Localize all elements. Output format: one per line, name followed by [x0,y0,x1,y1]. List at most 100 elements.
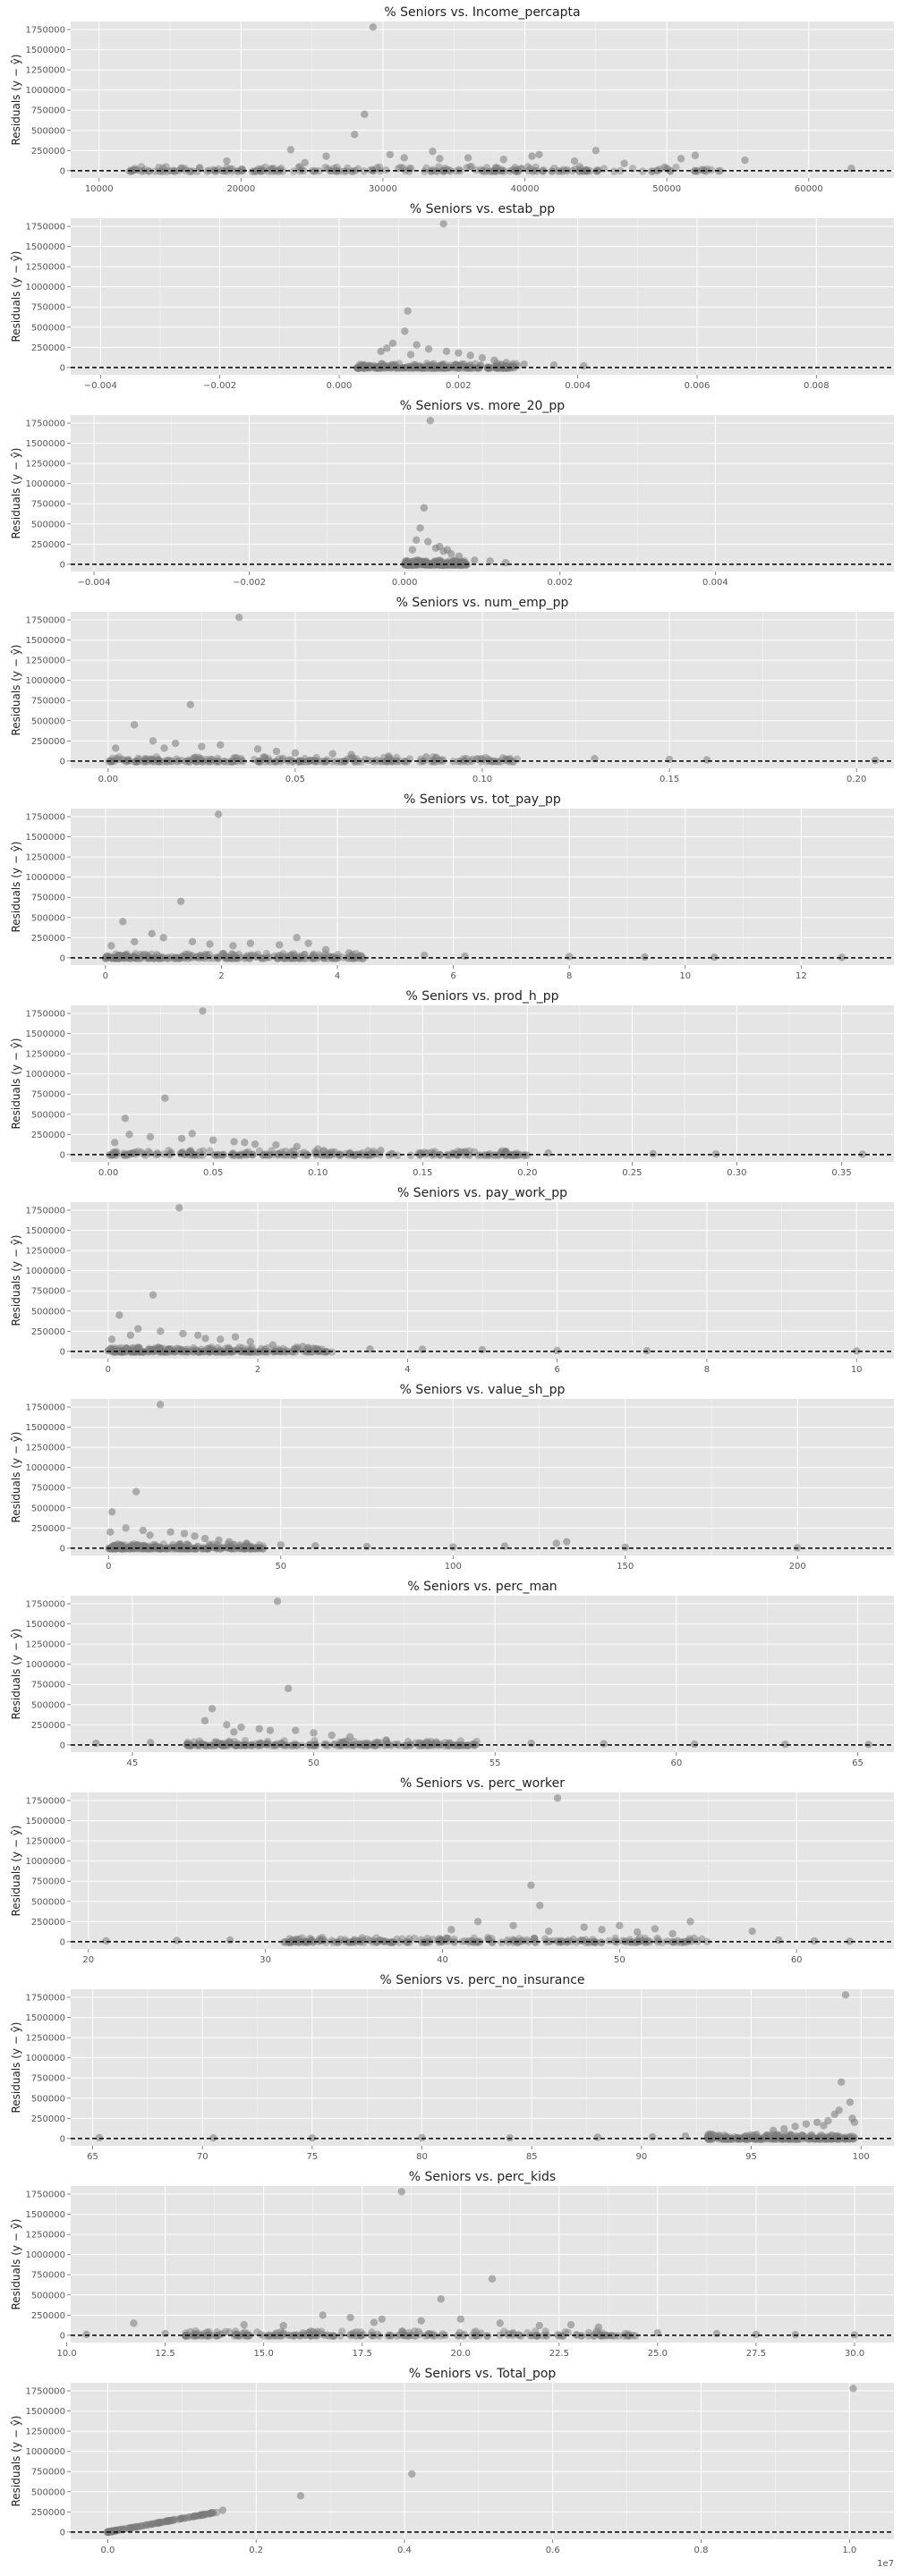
data-point [306,756,315,765]
data-point [121,1151,129,1159]
data-point [338,758,346,766]
x-tick-label: 100 [445,1562,462,1572]
data-point [163,954,171,962]
data-point [424,560,432,568]
data-point [401,560,409,569]
data-point [428,360,436,369]
data-point [312,1344,320,1352]
data-point [155,1343,163,1352]
data-point [127,1543,136,1551]
data-point [358,954,367,962]
data-point [193,1347,201,1355]
data-point [236,1348,244,1356]
data-point [436,561,445,569]
y-tick-label: 1750000 [25,1403,65,1413]
data-point [328,954,336,962]
data-point [752,2330,761,2339]
data-point [231,757,239,766]
data-point [233,753,241,762]
data-point [131,165,139,174]
data-point [406,1151,415,1159]
y-tick-label: 1500000 [25,1226,65,1236]
data-point [471,556,479,564]
data-point [421,560,430,569]
data-point [553,1346,561,1355]
data-point [312,1741,320,1750]
data-point [161,1094,169,1102]
y-axis-label: Residuals (y − ŷ) [10,1826,22,1917]
data-point [441,559,449,568]
data-point [566,2320,575,2329]
data-point [487,364,495,372]
data-point [466,360,474,369]
data-point [328,750,336,758]
data-point [227,1348,235,1356]
data-point [483,364,492,372]
data-point [280,1741,289,1750]
x-tick-label: 0.002 [547,578,573,588]
data-point [290,950,298,958]
data-point [395,1741,403,1750]
data-point [223,167,231,175]
data-point [259,954,268,962]
data-point [239,1344,247,1352]
x-tick-label: 0.000 [327,381,353,391]
data-point [144,953,153,962]
x-tick-label: 0.05 [285,775,305,784]
data-point [443,561,451,569]
data-point [237,1723,245,1732]
data-point [349,1151,357,1159]
data-point [151,1150,160,1159]
data-point [114,1540,122,1548]
data-point [281,954,290,962]
data-point [319,2311,327,2319]
data-point [217,1741,226,1750]
y-axis-label: Residuals (y − ŷ) [10,645,22,736]
y-tick-label: 500000 [31,2094,65,2104]
data-point [227,950,236,958]
data-point [409,560,417,568]
data-point [322,758,330,766]
data-point [272,758,281,766]
data-point [327,953,336,961]
y-tick-label: 1250000 [25,1247,65,1257]
data-point [230,1545,239,1553]
data-point [278,756,286,764]
data-point [769,2126,778,2135]
data-point [115,1347,123,1356]
data-point [421,364,430,372]
data-point [195,954,203,962]
y-tick-label: 750000 [31,500,65,510]
data-point [157,1348,166,1356]
data-point [416,561,425,569]
y-tick-label: 1250000 [25,263,65,273]
data-point [140,1541,149,1549]
x-tick-label: 0 [106,1365,111,1375]
data-point [123,1343,131,1352]
data-point [163,756,171,765]
data-point [486,1149,494,1158]
data-point [126,2523,134,2532]
data-point [553,1794,562,1802]
data-point [540,165,548,174]
data-point [246,1741,254,1750]
x-tick-label: 0.35 [831,1168,851,1178]
data-point [173,1936,181,1945]
data-point [447,1926,455,1934]
y-tick-label: 1000000 [25,2447,65,2457]
data-point [351,758,360,766]
data-point [452,561,460,569]
data-point [186,1147,194,1155]
data-point [351,1151,359,1159]
data-point [328,953,336,962]
data-point [488,758,497,766]
data-point [438,561,447,569]
data-point [580,1923,588,1931]
data-point [430,756,438,765]
data-point [299,1343,307,1351]
data-point [300,951,309,959]
data-point [439,167,447,175]
data-point [171,1545,180,1553]
data-point [457,561,465,569]
data-point [223,157,231,165]
